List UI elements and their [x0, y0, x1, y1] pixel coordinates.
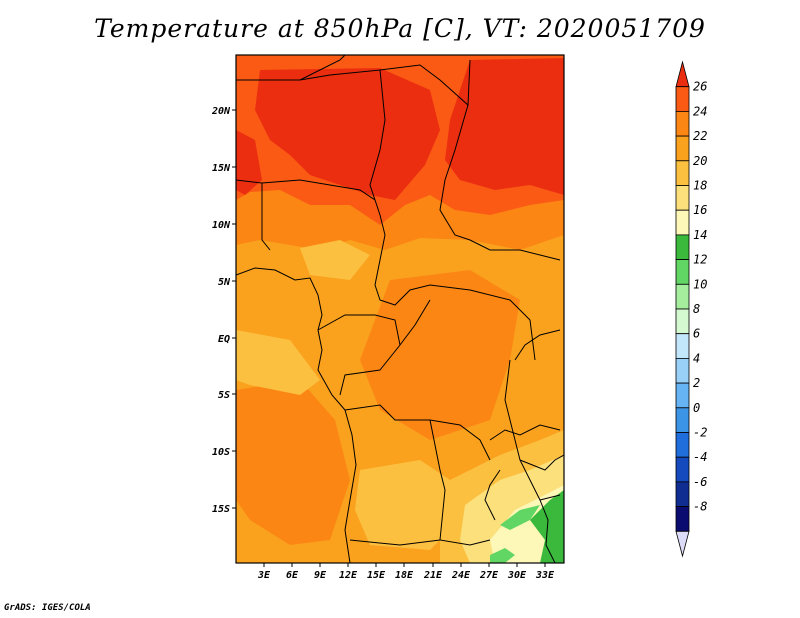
colorbar-swatch	[675, 530, 690, 558]
colorbar-swatch	[675, 185, 690, 211]
lon-label-18e: 18E	[395, 570, 414, 581]
colorbar-swatch	[675, 382, 690, 409]
lat-label-eq: EQ	[218, 334, 230, 345]
colorbar-label: 2	[693, 376, 700, 390]
lon-label-9e: 9E	[314, 570, 327, 581]
colorbar-swatch	[675, 308, 690, 335]
lat-label-10s: 10S	[212, 447, 230, 458]
temperature-field	[236, 55, 564, 563]
lon-label-24e: 24E	[451, 570, 471, 581]
lat-label-15n: 15N	[212, 163, 231, 174]
colorbar-swatch	[675, 86, 690, 112]
colorbar-label: -6	[693, 475, 707, 489]
grads-credit: GrADS: IGES/COLA	[4, 603, 91, 613]
lon-label-12e: 12E	[339, 570, 358, 581]
colorbar-swatch	[675, 407, 690, 433]
colorbar-label: 0	[693, 401, 700, 415]
lon-label-6e: 6E	[286, 570, 299, 581]
colorbar-label: 20	[693, 154, 707, 168]
colorbar-swatch	[675, 432, 690, 458]
colorbar-swatch	[675, 333, 690, 359]
colorbar-label: 16	[693, 203, 707, 217]
lon-label-30e: 30E	[507, 570, 527, 581]
colorbar-swatch	[675, 60, 690, 88]
colorbar-label: 12	[693, 253, 707, 267]
colorbar-swatch	[675, 357, 690, 384]
colorbar-label: 4	[693, 351, 700, 365]
colorbar-swatch	[675, 209, 690, 236]
colorbar-label: -4	[693, 450, 707, 464]
lat-label-15s: 15S	[212, 504, 230, 515]
colorbar-label: 6	[693, 327, 700, 341]
lat-label-5s: 5S	[218, 390, 230, 401]
lon-label-21e: 21E	[423, 570, 443, 581]
lat-label-10n: 10N	[212, 220, 231, 231]
colorbar-label: 22	[693, 129, 707, 143]
colorbar-label: -8	[693, 500, 707, 514]
lat-label-5n: 5N	[218, 277, 231, 288]
colorbar-label: 14	[693, 228, 707, 242]
colorbar-swatch	[675, 259, 690, 285]
lon-label-27e: 27E	[479, 570, 499, 581]
colorbar-swatch	[675, 111, 690, 137]
colorbar-swatch	[675, 481, 690, 507]
lon-label-33e: 33E	[535, 570, 555, 581]
latitude-axis: 20N 15N 10N 5N EQ 5S 10S 15S	[211, 106, 236, 515]
colorbar-swatch	[675, 234, 690, 260]
colorbar-label: 18	[693, 179, 707, 193]
map-frame	[235, 54, 565, 564]
map-title: Temperature at 850hPa [C], VT: 202005170…	[94, 14, 706, 43]
colorbar-label: -2	[693, 426, 707, 440]
colorbar-swatch	[675, 456, 690, 483]
colorbar-label: 24	[693, 104, 707, 118]
lon-label-3e: 3E	[257, 570, 271, 581]
colorbar-swatch	[675, 283, 690, 310]
colorbar-label: 10	[693, 277, 707, 291]
lat-label-20n: 20N	[211, 106, 231, 117]
colorbar-label: 8	[693, 302, 700, 316]
lon-label-15e: 15E	[367, 570, 386, 581]
longitude-axis: 3E 6E 9E 12E 15E 18E 21E 24E 27E 30E 33E	[257, 563, 555, 581]
colorbar-label: 26	[693, 80, 707, 94]
colorbar-swatch	[675, 506, 690, 532]
colorbar-swatch	[675, 160, 690, 186]
colorbar-swatch	[675, 135, 690, 162]
